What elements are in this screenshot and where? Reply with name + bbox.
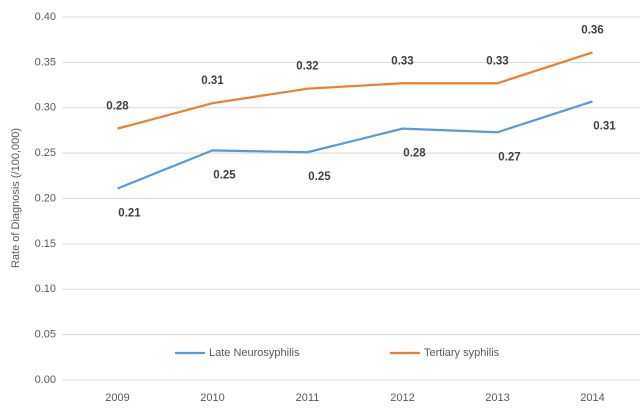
data-label: 0.33 bbox=[486, 55, 508, 67]
y-tick-label: 0.10 bbox=[35, 283, 56, 295]
y-tick-label: 0.25 bbox=[35, 147, 56, 159]
y-tick-label: 0.15 bbox=[35, 238, 56, 250]
y-axis-label: Rate of Diagnosis (/100,000) bbox=[10, 128, 22, 268]
data-label: 0.25 bbox=[213, 169, 236, 181]
data-label: 0.28 bbox=[403, 148, 426, 160]
x-tick-label: 2011 bbox=[296, 392, 320, 404]
y-tick-label: 0.30 bbox=[35, 102, 56, 114]
y-tick-label: 0.35 bbox=[35, 56, 56, 68]
data-label: 0.31 bbox=[201, 75, 224, 87]
x-tick-label: 2013 bbox=[485, 392, 509, 404]
x-tick-label: 2014 bbox=[580, 392, 604, 404]
data-label: 0.36 bbox=[581, 24, 603, 36]
data-label: 0.25 bbox=[308, 171, 331, 183]
legend-label: Late Neurosyphilis bbox=[209, 347, 300, 359]
series-line bbox=[117, 100, 593, 190]
x-tick-label: 2009 bbox=[105, 392, 129, 404]
data-label: 0.27 bbox=[498, 151, 520, 163]
y-tick-label: 0.00 bbox=[35, 374, 56, 386]
data-label: 0.33 bbox=[391, 55, 413, 67]
series-line bbox=[117, 51, 593, 130]
data-label: 0.28 bbox=[106, 101, 129, 113]
x-tick-label: 2012 bbox=[390, 392, 414, 404]
x-tick-label: 2010 bbox=[200, 392, 224, 404]
y-tick-label: 0.05 bbox=[35, 329, 56, 341]
legend-label: Tertiary syphilis bbox=[424, 347, 500, 359]
data-label: 0.21 bbox=[118, 208, 141, 220]
y-tick-label: 0.40 bbox=[35, 11, 56, 23]
data-label: 0.31 bbox=[593, 120, 616, 132]
data-label: 0.32 bbox=[296, 61, 318, 73]
y-tick-label: 0.20 bbox=[35, 192, 56, 204]
